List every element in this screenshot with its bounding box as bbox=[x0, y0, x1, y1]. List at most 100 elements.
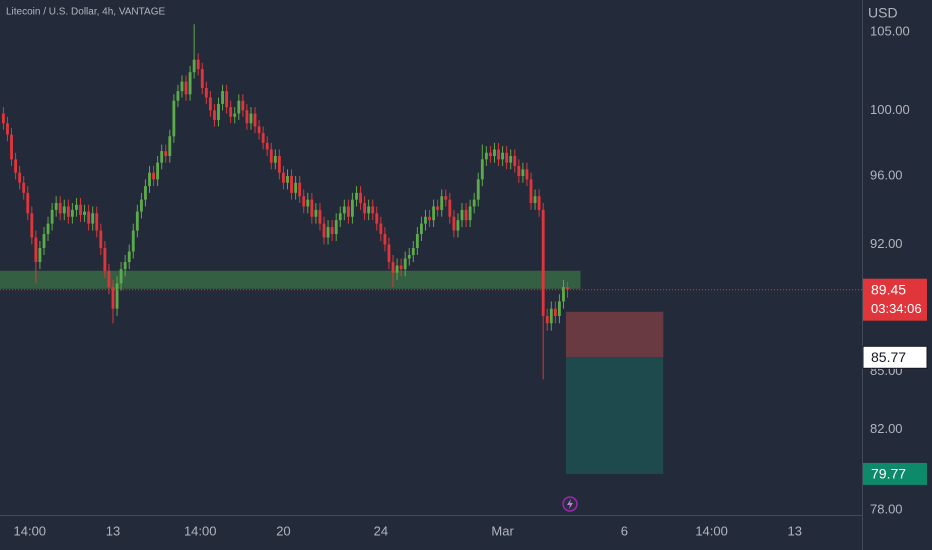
candle-body bbox=[363, 203, 367, 214]
candle-body bbox=[484, 152, 488, 160]
y-tick-label: 105.00 bbox=[870, 23, 910, 38]
x-tick-label: 14:00 bbox=[695, 523, 728, 538]
candle-body bbox=[1, 113, 5, 124]
candle-body bbox=[359, 192, 362, 204]
candle-body bbox=[180, 81, 184, 92]
candle-body bbox=[213, 110, 216, 121]
candle-body bbox=[123, 262, 127, 270]
candle-body bbox=[529, 179, 533, 204]
candle-body bbox=[107, 270, 111, 288]
event-bolt[interactable] bbox=[567, 499, 573, 509]
candle-body bbox=[403, 258, 407, 270]
candle-body bbox=[22, 182, 26, 193]
candle-body bbox=[545, 315, 549, 324]
candle-body bbox=[14, 159, 18, 173]
candle-body bbox=[562, 287, 565, 302]
x-tick-label: 14:00 bbox=[14, 523, 47, 538]
candle-body bbox=[326, 227, 330, 238]
candle-body bbox=[468, 206, 472, 221]
candle-body bbox=[83, 211, 86, 216]
candle-body bbox=[99, 230, 103, 248]
candle-body bbox=[432, 206, 436, 221]
candle-body bbox=[355, 192, 358, 200]
candle-body bbox=[156, 162, 160, 180]
candle-body bbox=[521, 169, 525, 177]
stop-zone bbox=[565, 311, 664, 358]
candle-body bbox=[493, 149, 496, 157]
candle-body bbox=[338, 213, 342, 221]
y-tick-label: 92.00 bbox=[870, 236, 903, 251]
candle-body bbox=[334, 220, 338, 235]
countdown-label: 03:34:06 bbox=[871, 301, 922, 316]
target-price-label: 79.77 bbox=[871, 466, 906, 482]
candle-body bbox=[282, 172, 285, 183]
candle-body bbox=[253, 113, 257, 127]
candle-body bbox=[497, 149, 500, 160]
target-price-label-box bbox=[863, 462, 927, 485]
x-tick-label: 6 bbox=[621, 523, 628, 538]
candle-body bbox=[379, 223, 383, 235]
candle-body bbox=[10, 134, 13, 160]
candle-body bbox=[367, 206, 371, 214]
candle-body bbox=[399, 265, 403, 270]
candle-body bbox=[420, 223, 423, 235]
x-tick-label: 13 bbox=[106, 523, 120, 538]
candle-body bbox=[488, 152, 492, 157]
candle-body bbox=[322, 223, 326, 238]
candle-body bbox=[188, 72, 192, 95]
candle-body bbox=[119, 269, 123, 284]
candle-body bbox=[87, 211, 91, 224]
candle-body bbox=[38, 247, 42, 263]
candle-body bbox=[131, 230, 135, 252]
candle-body bbox=[456, 220, 460, 231]
y-tick-label: 100.00 bbox=[870, 102, 910, 117]
candle-body bbox=[6, 123, 9, 135]
candle-body bbox=[144, 186, 147, 200]
y-tick-label: 82.00 bbox=[870, 421, 903, 436]
candle-body bbox=[501, 152, 505, 160]
candle-body bbox=[286, 176, 289, 183]
candle-body bbox=[265, 142, 269, 150]
entry-price-label-box bbox=[862, 345, 928, 369]
candle-body bbox=[95, 213, 99, 231]
x-tick-label: 20 bbox=[276, 523, 290, 538]
candle-body bbox=[537, 196, 541, 210]
candle-body bbox=[66, 206, 70, 217]
candle-body bbox=[50, 209, 54, 224]
y-tick-label: 78.00 bbox=[870, 501, 903, 516]
candle-body bbox=[111, 287, 115, 309]
candle-body bbox=[480, 159, 484, 180]
candle-body bbox=[237, 100, 241, 114]
x-tick-label: 24 bbox=[374, 523, 388, 538]
candle-body bbox=[115, 283, 119, 309]
candle-body bbox=[75, 204, 78, 210]
y-tick-label: 96.00 bbox=[870, 167, 903, 182]
target-zone bbox=[565, 357, 664, 474]
candle-body bbox=[505, 152, 509, 163]
candle-body bbox=[127, 251, 131, 263]
candle-body bbox=[257, 126, 261, 134]
candle-body bbox=[472, 199, 476, 207]
candle-body bbox=[241, 100, 245, 111]
candle-body bbox=[302, 196, 306, 207]
candle-body bbox=[200, 69, 204, 88]
candle-body bbox=[436, 206, 440, 210]
x-tick-label: Mar bbox=[491, 523, 514, 538]
event-icon[interactable] bbox=[562, 496, 578, 512]
candle-body bbox=[54, 203, 58, 210]
candle-body bbox=[269, 149, 273, 163]
candle-body bbox=[103, 247, 107, 271]
candle-body bbox=[273, 156, 277, 163]
candle-body bbox=[375, 213, 379, 224]
candle-body bbox=[204, 87, 208, 98]
candle-body bbox=[58, 203, 62, 214]
candle-body bbox=[196, 59, 200, 70]
candle-body bbox=[476, 179, 480, 200]
candle-body bbox=[91, 213, 95, 224]
candle-body bbox=[217, 103, 220, 121]
candle-body bbox=[517, 165, 521, 177]
candle-body bbox=[314, 209, 318, 217]
candle-body bbox=[350, 199, 354, 217]
candle-body bbox=[306, 199, 310, 207]
